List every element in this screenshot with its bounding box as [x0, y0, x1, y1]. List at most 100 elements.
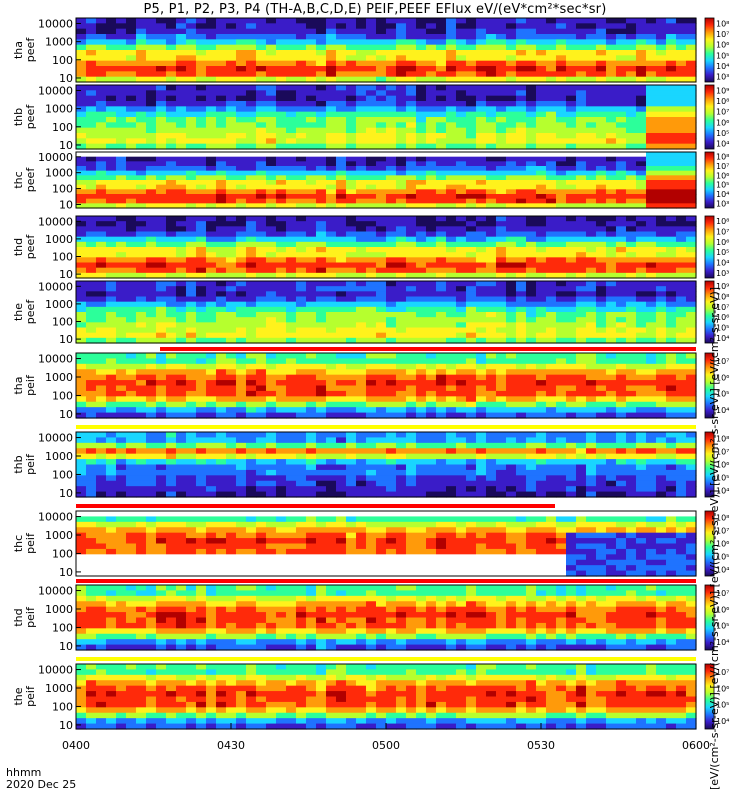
y-tick-label: 10000	[38, 585, 73, 598]
colorbar-tick-label: 10⁶	[716, 373, 729, 382]
panel-frame	[75, 215, 697, 279]
panel-frame	[75, 510, 697, 577]
colorbar-tick-label: 10⁵	[716, 390, 729, 399]
y-tick-label: 10	[59, 72, 73, 85]
colorbar-tick-label: 10⁷	[716, 228, 729, 237]
y-tick-label: 10	[59, 268, 73, 281]
colorbar-tick-label: 10⁵	[716, 51, 729, 60]
spectrogram-cells	[76, 585, 697, 651]
colorbar-tick-label: 10⁶	[716, 118, 729, 127]
time-axis-caption: hhmm 2020 Dec 25	[6, 767, 76, 791]
y-tick-label: 10000	[38, 215, 73, 228]
y-tick-label: 100	[52, 183, 73, 196]
colorbar-tick-label: 10⁸	[716, 97, 729, 106]
y-tick-label: 10	[59, 198, 73, 211]
y-tick-label: 10000	[38, 280, 73, 293]
y-tick-label: 100	[52, 621, 73, 634]
y-tick-label: 1000	[45, 682, 73, 695]
colorbar-tick-label: 10⁷	[716, 162, 729, 171]
y-tick-label: 100	[52, 468, 73, 481]
y-tick-label: 1000	[45, 103, 73, 116]
panel-frame	[75, 584, 697, 651]
y-tick-label: 1000	[45, 529, 73, 542]
panel-frame	[75, 280, 697, 344]
colorbar-tick-label: 10⁴	[716, 259, 729, 268]
panel-label: thcpeef	[12, 167, 37, 193]
y-tick-label: 100	[52, 250, 73, 263]
y-tick-label: 10	[59, 333, 73, 346]
colorbar-tick-label: 10⁴	[716, 406, 729, 415]
spectrogram-cells	[76, 216, 697, 279]
panel-label: thbpeef	[12, 104, 37, 130]
panel-label: thepeif	[12, 685, 37, 707]
panel-label: thcpeif	[12, 532, 37, 554]
colorbar-tick-label: 10⁸	[716, 435, 729, 444]
colorbar	[704, 431, 715, 498]
y-tick-label: 1000	[45, 450, 73, 463]
x-tick-label: 0500	[372, 739, 400, 752]
y-tick-label: 10	[59, 139, 73, 152]
y-tick-label: 10	[59, 719, 73, 732]
y-tick-label: 100	[52, 121, 73, 134]
spectrogram-cells	[76, 511, 697, 577]
spectrogram-cells	[76, 152, 697, 209]
y-tick-label: 10	[59, 408, 73, 421]
colorbar-tick-label: 10⁴	[716, 487, 729, 496]
y-tick-label: 1000	[45, 36, 73, 49]
colorbar-tick-label: 10⁵	[716, 701, 729, 710]
colorbar	[704, 510, 715, 577]
spectrogram-cells	[76, 281, 697, 344]
colorbar-tick-label: 10⁹	[716, 86, 729, 95]
colorbar-tick-label: 10⁴	[716, 566, 729, 575]
spectrogram-cells	[76, 18, 697, 83]
time-format-label: hhmm	[6, 766, 42, 779]
colorbar-tick-label: 10⁸	[716, 293, 729, 302]
panel-label: thapeef	[12, 37, 37, 63]
colorbar-tick-label: 10⁴	[716, 717, 729, 726]
colorbar	[704, 17, 715, 83]
panel-frame	[75, 151, 697, 209]
panel-frame	[75, 17, 697, 83]
flag-bar	[76, 504, 555, 508]
colorbar-tick-label: 10⁵	[716, 324, 729, 333]
colorbar-tick-label: 10⁶	[716, 684, 729, 693]
panel-label: thdpeef	[12, 234, 37, 260]
date-label: 2020 Dec 25	[6, 778, 77, 791]
y-tick-label: 1000	[45, 167, 73, 180]
colorbar-tick-label: 10⁵	[716, 181, 729, 190]
y-tick-label: 10	[59, 566, 73, 579]
x-tick-label: 0400	[62, 739, 90, 752]
colorbar-tick-label: 10⁸	[716, 514, 729, 523]
x-tick-label: 0600	[682, 739, 710, 752]
colorbar-tick-label: 10³	[716, 199, 729, 208]
colorbar	[704, 215, 715, 279]
y-tick-label: 100	[52, 315, 73, 328]
flag-bar	[76, 425, 696, 429]
colorbar-tick-label: 10⁴	[716, 190, 729, 199]
colorbar	[704, 151, 715, 209]
y-tick-label: 1000	[45, 603, 73, 616]
spectrogram-cells	[76, 85, 697, 150]
colorbar-tick-label: 10⁵	[716, 622, 729, 631]
y-tick-label: 100	[52, 700, 73, 713]
y-tick-label: 10000	[38, 84, 73, 97]
colorbar-tick-label: 10⁷	[716, 357, 729, 366]
panel-frame	[75, 431, 697, 498]
colorbar	[704, 352, 715, 419]
panel-label: thapeif	[12, 374, 37, 396]
y-tick-label: 10	[59, 487, 73, 500]
y-tick-label: 1000	[45, 233, 73, 246]
colorbar-tick-label: 10⁸	[716, 153, 729, 162]
y-tick-label: 1000	[45, 298, 73, 311]
panel-label: thepeef	[12, 299, 37, 325]
